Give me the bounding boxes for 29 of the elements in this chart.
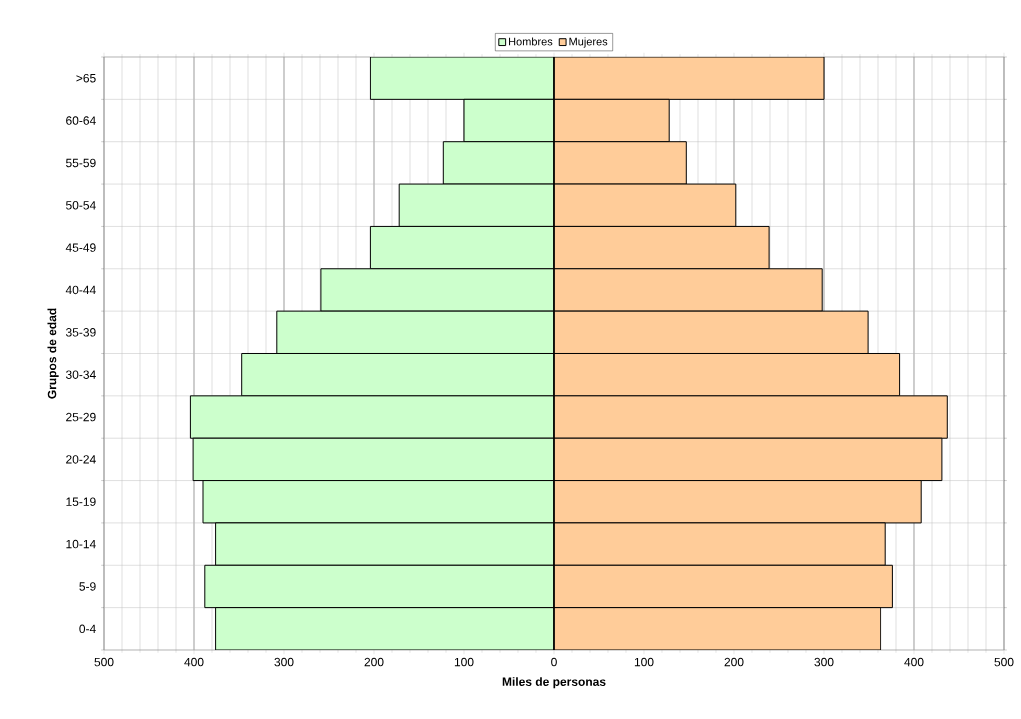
y-tick-label: 25-29 — [66, 412, 96, 422]
y-tick-label: 55-59 — [66, 158, 96, 168]
x-axis-title: Miles de personas — [502, 677, 606, 689]
x-tick-label: 400 — [904, 657, 924, 667]
x-tick-label: 500 — [994, 657, 1014, 667]
legend-label: Hombres — [509, 37, 553, 46]
legend-label: Mujeres — [569, 37, 608, 48]
y-tick-label: 45-49 — [65, 243, 96, 252]
y-tick-label: 20-24 — [66, 455, 96, 464]
x-tick-label: 100 — [634, 657, 654, 667]
y-tick-label: 60-64 — [66, 116, 96, 125]
x-tick-label: 100 — [454, 657, 474, 667]
y-tick-label: 5-9 — [79, 582, 96, 591]
x-tick-label: 300 — [814, 657, 834, 667]
x-tick-label: 400 — [184, 657, 204, 667]
y-tick-label: 15-19 — [66, 497, 96, 506]
x-tick-label: 200 — [364, 657, 384, 667]
y-tick-label: 50-54 — [66, 201, 96, 210]
x-tick-label: 300 — [274, 657, 294, 667]
y-tick-label: 10-14 — [66, 539, 96, 549]
y-tick-label: 0-4 — [79, 624, 96, 634]
x-tick-label: 500 — [94, 657, 114, 667]
y-tick-label: >65 — [76, 73, 96, 83]
y-tick-label: 30-34 — [65, 370, 96, 379]
x-tick-label: 200 — [724, 657, 744, 667]
y-tick-label: 40-44 — [65, 285, 96, 295]
y-axis-title: Grupos de edad — [47, 308, 59, 399]
y-tick-label: 35-39 — [65, 328, 96, 337]
x-tick-label: 0 — [551, 657, 557, 667]
